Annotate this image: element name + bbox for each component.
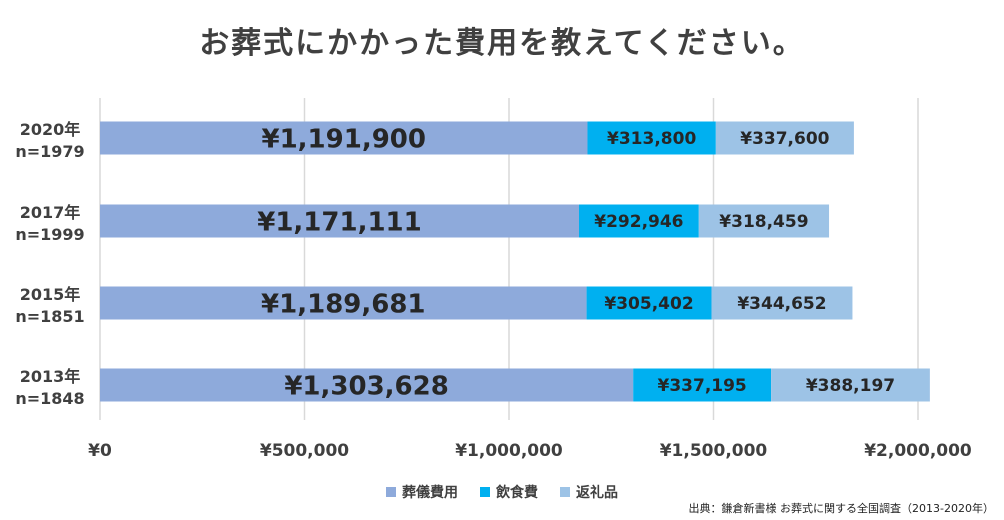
legend-item: 飲食費 [480,482,538,502]
category-label: 2015年 [20,285,81,304]
bar-segment [578,204,699,238]
data-label: ¥1,303,628 [284,371,448,401]
x-tick-label: ¥2,000,000 [864,441,972,461]
bar-segment [100,368,634,402]
data-label: ¥292,946 [594,212,683,232]
bar-segment [715,121,854,155]
legend: 葬儀費用 飲食費 返礼品 [0,482,1004,502]
data-label: ¥1,189,681 [261,289,425,319]
category-label: 2017年 [20,203,81,222]
data-label: ¥313,800 [607,129,696,149]
legend-swatch [386,487,396,497]
x-tick-label: ¥1,000,000 [455,441,563,461]
legend-label: 返礼品 [576,485,618,501]
legend-swatch [560,487,570,497]
data-label: ¥344,652 [737,294,826,314]
category-label: n=1848 [15,389,84,408]
legend-item: 葬儀費用 [386,482,458,502]
category-label: n=1979 [15,142,84,161]
category-label: n=1999 [15,225,84,244]
bar-segment [100,286,587,320]
source-note: 出典：鎌倉新書様 お葬式に関する全国調査（2013-2020年） [688,502,994,515]
bar-segment [711,286,853,320]
bar-segment [771,368,930,402]
category-label: n=1851 [15,307,84,326]
bar-segment [633,368,772,402]
legend-label: 葬儀費用 [402,485,458,501]
data-label: ¥318,459 [719,212,808,232]
data-label: ¥1,171,111 [257,207,421,237]
data-label: ¥337,195 [658,376,747,396]
bar-segment [698,204,830,238]
x-tick-label: ¥1,500,000 [660,441,768,461]
category-label: 2020年 [20,120,81,139]
bar-segment [586,286,712,320]
category-label: 2013年 [20,367,81,386]
data-label: ¥388,197 [806,376,895,396]
x-tick-label: ¥500,000 [260,441,349,461]
x-tick-label: ¥0 [88,441,112,461]
legend-label: 飲食費 [496,485,538,501]
bar-segment [100,204,579,238]
bar-segment [587,121,716,155]
legend-swatch [480,487,490,497]
chart-title: お葬式にかかった費用を教えてください。 [199,26,805,61]
data-label: ¥1,191,900 [262,124,426,154]
legend-item: 返礼品 [560,482,618,502]
data-label: ¥337,600 [740,129,829,149]
bar-segment [100,121,588,155]
data-label: ¥305,402 [604,294,693,314]
